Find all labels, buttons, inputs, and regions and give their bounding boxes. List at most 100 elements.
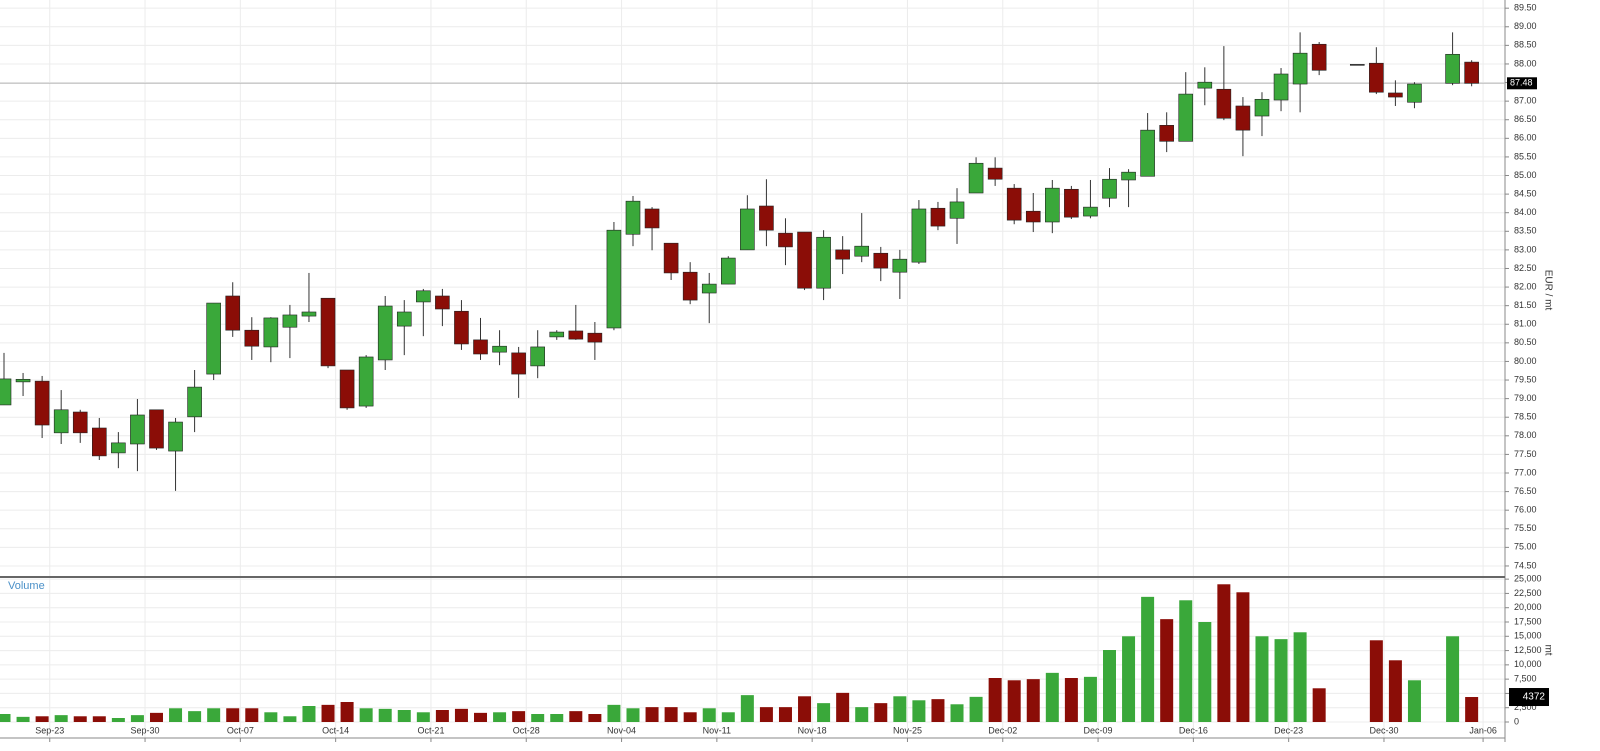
candle-body <box>625 200 641 235</box>
candle-body <box>1292 52 1308 85</box>
candle-body <box>949 201 965 219</box>
y-tick-label: 83.50 <box>1514 226 1537 236</box>
candle-body <box>911 208 927 263</box>
candle-body <box>263 317 279 348</box>
candle-body <box>225 295 241 331</box>
candle-body <box>377 305 393 361</box>
volume-bar <box>1122 636 1136 722</box>
candle-body <box>149 409 164 449</box>
y-tick-label: 89.00 <box>1514 21 1537 31</box>
volume-bar <box>340 702 354 722</box>
volume-bar <box>16 716 30 722</box>
y-tick-label: 84.00 <box>1514 207 1537 217</box>
candle-body <box>1102 178 1117 199</box>
y-tick-label: 86.00 <box>1514 133 1537 143</box>
x-tick-label: Nov-25 <box>893 725 922 735</box>
volume-bar <box>1293 632 1307 722</box>
volume-bar <box>73 716 87 722</box>
volume-bar <box>721 712 735 722</box>
candle-body <box>644 208 660 229</box>
candle-body <box>111 442 126 454</box>
volume-bar <box>188 711 202 722</box>
volume-bar <box>950 704 964 722</box>
volume-bar <box>893 696 907 722</box>
volume-bar <box>588 714 602 722</box>
candle-body <box>187 386 202 418</box>
y-tick-label: 85.50 <box>1514 151 1537 161</box>
candle-body <box>358 356 374 407</box>
volume-bar <box>54 715 68 722</box>
y-tick-label: 10,000 <box>1514 659 1542 669</box>
volume-bar <box>778 707 792 722</box>
candle-body <box>130 414 145 445</box>
y-tick-label: 77.00 <box>1514 467 1537 477</box>
y-tick-label: 79.00 <box>1514 393 1537 403</box>
candle-body <box>320 297 336 367</box>
candle-body <box>454 310 469 345</box>
candle-body <box>34 380 50 426</box>
y-tick-label: 75.50 <box>1514 523 1537 533</box>
candle-body <box>1464 61 1479 84</box>
volume-bar <box>569 711 583 722</box>
volume-bar <box>702 708 716 722</box>
x-tick-label: Dec-09 <box>1084 725 1113 735</box>
volume-bar <box>264 712 278 722</box>
candle-body <box>816 236 831 289</box>
x-tick-label: Oct-07 <box>227 725 254 735</box>
x-tick-label: Oct-14 <box>322 725 349 735</box>
volume-bar <box>1179 600 1193 722</box>
candle-body <box>396 311 412 327</box>
candle-body <box>1445 53 1460 84</box>
volume-bar <box>1064 678 1078 722</box>
volume-bar <box>1388 660 1402 722</box>
y-tick-label: 86.50 <box>1514 114 1537 124</box>
volume-title: Volume <box>8 580 45 592</box>
volume-bar <box>531 714 545 722</box>
y-tick-label: 2,500 <box>1514 702 1537 712</box>
candle-body <box>1140 129 1155 177</box>
candle-body <box>549 331 565 338</box>
volume-bar <box>988 678 1002 722</box>
x-tick-label: Sep-30 <box>131 725 160 735</box>
volume-bar <box>798 696 812 722</box>
volume-bar <box>245 708 259 722</box>
candle-body <box>416 290 431 303</box>
volume-bar <box>874 703 888 722</box>
y-axis-label: mt <box>1542 644 1553 655</box>
volume-bar <box>474 712 488 722</box>
candle-body <box>1369 62 1384 93</box>
volume-bar <box>454 708 468 722</box>
volume-bar <box>1007 680 1021 722</box>
volume-bar <box>302 706 316 722</box>
candle-body <box>206 302 221 375</box>
candle-body <box>835 249 850 260</box>
y-tick-label: 7,500 <box>1514 674 1537 684</box>
volume-bar <box>111 718 125 722</box>
candle-body <box>1159 125 1174 142</box>
x-tick-label: Dec-16 <box>1179 725 1208 735</box>
volume-bar <box>1198 622 1212 722</box>
y-tick-label: 85.00 <box>1514 170 1537 180</box>
volume-bar <box>435 710 449 722</box>
volume-bar <box>207 708 221 722</box>
y-tick-label: 22,500 <box>1514 588 1542 598</box>
y-tick-label: 80.00 <box>1514 356 1537 366</box>
candle-body <box>1349 64 1365 66</box>
volume-bar <box>836 692 850 722</box>
candle-body <box>587 332 603 343</box>
candle-body <box>663 242 679 274</box>
candle-body <box>1311 43 1327 71</box>
x-tick-label: Jan-06 <box>1469 725 1497 735</box>
y-tick-label: 20,000 <box>1514 602 1542 612</box>
candle-body <box>720 257 736 285</box>
candle-body <box>473 339 488 355</box>
volume-bar <box>664 707 678 722</box>
candle-body <box>778 232 793 248</box>
x-tick-label: Dec-02 <box>988 725 1017 735</box>
y-tick-label: 83.00 <box>1514 244 1537 254</box>
volume-bar <box>512 711 526 722</box>
volume-bar <box>1407 680 1421 722</box>
y-tick-label: 87.00 <box>1514 96 1537 106</box>
y-tick-label: 80.50 <box>1514 337 1537 347</box>
